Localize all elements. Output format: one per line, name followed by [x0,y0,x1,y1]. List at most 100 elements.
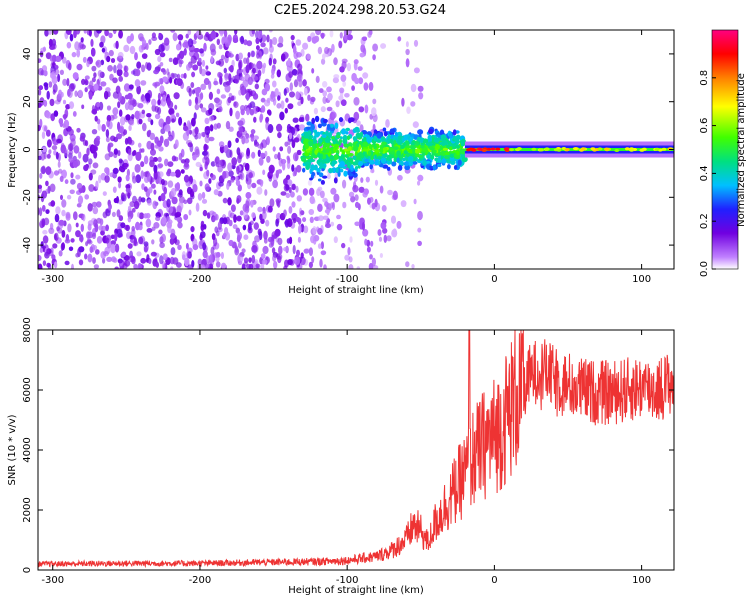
heatmap-cell [146,199,153,206]
heatmap-cell [137,142,142,148]
heatmap-cell [325,130,329,137]
heatmap-cell [237,120,244,127]
heatmap-cell [166,216,171,222]
heatmap-cell [145,61,149,70]
heatmap-cell [367,197,371,205]
heatmap-cell [265,219,270,227]
heatmap-cell [329,155,334,160]
heatmap-cell [200,68,206,77]
heatmap-cell [138,118,143,125]
heatmap-cell [216,88,221,95]
heatmap-cell [321,122,327,127]
heatmap-cell [183,72,187,79]
heatmap-cell [58,219,65,226]
heatmap-cell [292,117,299,123]
heatmap-cell [219,30,224,37]
heatmap-cell [255,263,260,268]
heatmap-cell [167,161,174,168]
heatmap-cell [322,175,328,179]
heatmap-cell [308,140,314,147]
heatmap-cell [422,138,429,144]
heatmap-cell [127,205,132,212]
heatmap-cell [291,164,295,172]
heatmap-cell [289,236,293,245]
heatmap-cell [417,129,424,135]
heatmap-cell [268,57,272,66]
snr-xtick-label: -200 [189,575,212,586]
heatmap-cell [223,145,229,154]
heatmap-cell [150,251,157,257]
heatmap-cell [348,117,355,123]
heatmap-cell [318,158,323,163]
heatmap-cell [379,148,384,153]
heatmap-cell [50,200,56,207]
heatmap-cell [172,32,178,42]
heatmap-cell [403,150,408,155]
heatmap-cell [434,157,438,162]
heatmap-cell [183,199,188,205]
heatmap-cell [319,258,323,268]
heatmap-cell [194,126,199,135]
heatmap-cell [166,198,171,208]
heatmap-cell [222,197,228,204]
heatmap-cell [141,39,147,48]
heatmap-cell [272,37,278,45]
heatmap-cell [45,180,49,187]
heatmap-cell [260,97,266,103]
heatmap-cell [251,182,257,189]
heatmap-cell [107,65,113,72]
heatmap-cell [437,159,442,164]
heatmap-cell [233,214,237,223]
heatmap-cell [322,96,327,104]
heatmap-cell [151,36,158,41]
heatmap-cell [177,221,183,229]
heatmap-cell [125,187,131,193]
heatmap-cell [167,224,172,234]
heatmap-cell [115,40,119,50]
heatmap-cell [347,170,352,176]
signal-peak [490,147,496,151]
heatmap-cell [233,101,239,108]
heatmap-cell [269,38,273,48]
heatmap-cell [353,97,360,106]
heatmap-cell [159,255,164,265]
heatmap-cell [328,167,333,174]
heatmap-cell [321,154,327,159]
heatmap-cell [53,170,60,176]
heatmap-cell [249,109,255,116]
heatmap-cell [56,226,60,232]
heatmap-cell [286,128,291,134]
heatmap-cell [370,154,374,161]
heatmap-cell [163,186,167,195]
heatmap-cell [291,201,296,208]
heatmap-cell [124,138,129,145]
heatmap-cell [178,59,183,68]
heatmap-cell [405,261,410,268]
heatmap-cell [48,81,53,88]
heatmap-cell [343,170,348,177]
heatmap-cell [263,230,268,240]
heatmap-cell [123,71,129,78]
signal-peak [531,147,537,151]
heatmap-cell [78,259,84,266]
heatmap-cell [101,47,106,53]
heatmap-cell [200,107,207,113]
heatmap-cell [242,79,249,88]
heatmap-cell [172,57,179,65]
heatmap-cell [325,157,331,164]
heatmap-cell [179,50,185,60]
heatmap-cell [290,34,295,41]
heatmap-cell [372,98,377,105]
heatmap-cell [198,57,202,63]
heatmap-cell [331,160,338,165]
heatmap-cell [159,242,165,249]
heatmap-cell [55,151,59,160]
heatmap-cell [95,180,99,190]
heatmap-cell [331,136,336,140]
heatmap-cell [405,58,410,68]
heatmap-cell [135,68,141,77]
heatmap-cell [88,30,92,37]
heatmap-cell [277,237,283,246]
heatmap-cell [278,245,283,255]
